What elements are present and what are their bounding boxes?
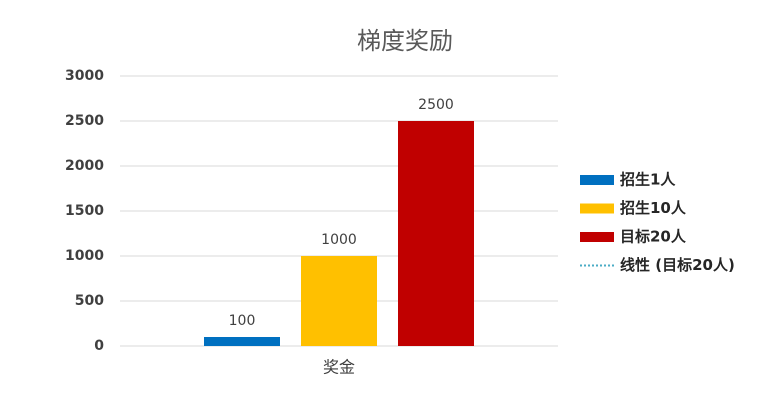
legend-label: 线性 (目标20人) (620, 256, 735, 274)
y-tick-label: 2500 (65, 113, 104, 129)
legend-swatch (580, 232, 614, 242)
legend-swatch (580, 175, 614, 185)
y-tick-label: 500 (75, 293, 104, 309)
value-label: 1000 (321, 232, 357, 248)
value-label: 2500 (418, 97, 454, 113)
y-tick-label: 2000 (65, 158, 104, 174)
legend-label: 招生1人 (620, 171, 676, 189)
y-tick-label: 0 (94, 338, 104, 354)
bar (204, 337, 280, 346)
bar (398, 121, 474, 346)
chart-title: 梯度奖励 (357, 27, 453, 55)
legend-label: 招生10人 (620, 199, 687, 217)
x-tick-label: 奖金 (323, 358, 355, 377)
legend-label: 目标20人 (620, 228, 687, 246)
bar (301, 256, 377, 346)
y-tick-label: 1500 (65, 203, 104, 219)
legend-swatch (580, 203, 614, 214)
y-tick-label: 3000 (65, 68, 104, 84)
y-tick-label: 1000 (65, 248, 104, 264)
value-label: 100 (229, 313, 256, 329)
